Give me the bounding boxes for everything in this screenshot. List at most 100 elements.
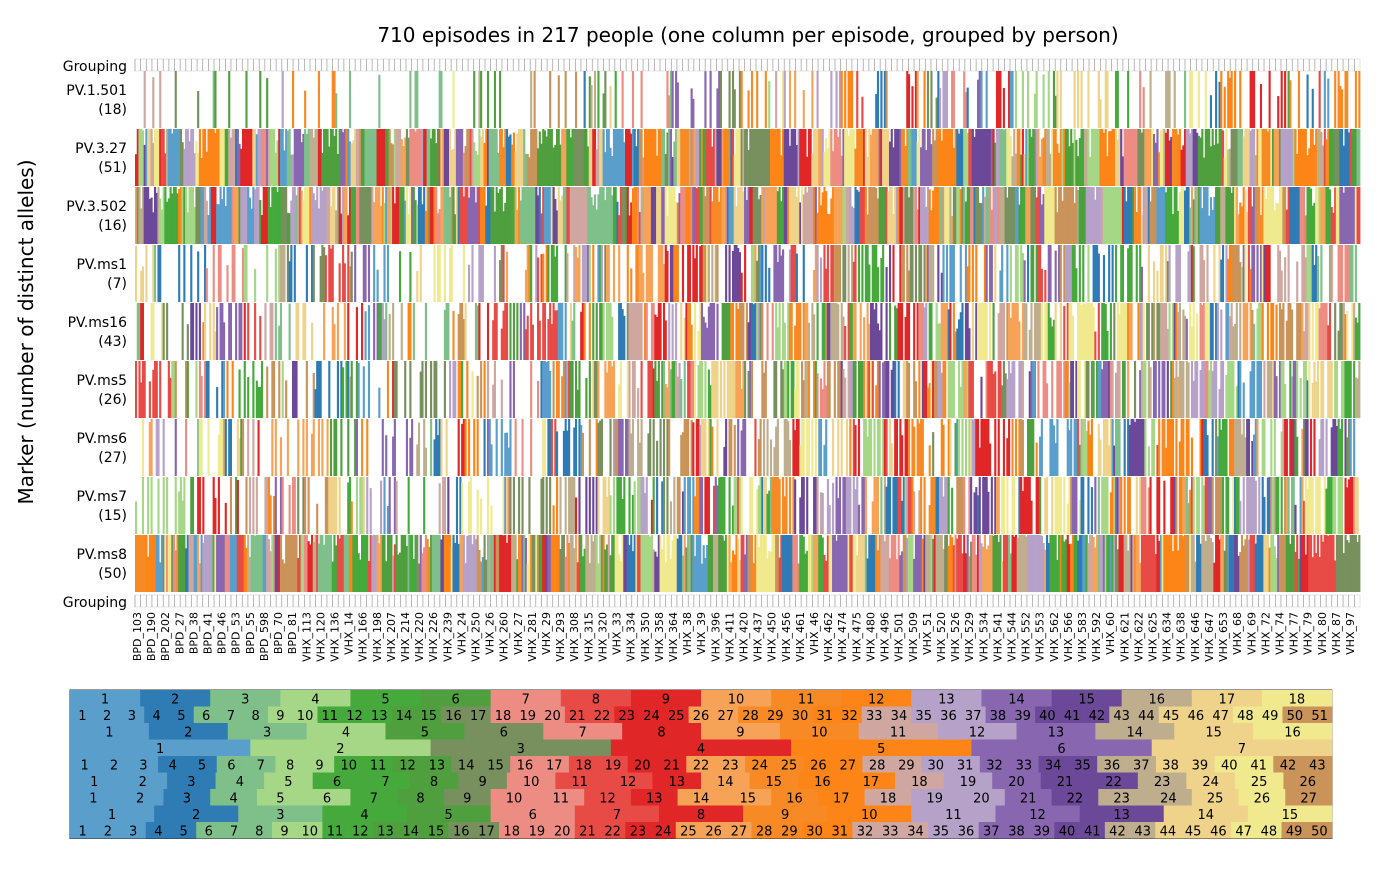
episode-cell <box>566 253 568 302</box>
episode-cell <box>898 361 900 418</box>
episode-cell <box>273 361 275 418</box>
episode-cell <box>484 361 486 418</box>
episode-cell <box>642 273 644 302</box>
episode-cell <box>590 85 592 128</box>
episode-cell <box>458 419 460 476</box>
episode-cell <box>553 505 555 534</box>
episode-cell <box>789 440 791 476</box>
episode-cell <box>1156 271 1158 302</box>
episode-cell <box>373 303 375 360</box>
episode-cell <box>891 443 893 476</box>
episode-cell <box>1106 71 1108 128</box>
episode-cell <box>1046 477 1048 534</box>
episode-cell <box>744 361 746 418</box>
x-tick-label: VHX_501 <box>893 612 906 662</box>
episode-cell <box>948 477 950 534</box>
x-tick-label: VHX_120 <box>314 612 327 662</box>
episode-cell <box>622 419 624 476</box>
episode-cell <box>306 419 308 476</box>
episode-cell <box>701 361 703 418</box>
episode-cell <box>461 483 463 534</box>
episode-cell <box>1341 477 1343 534</box>
episode-cell <box>684 477 686 534</box>
episode-cell <box>1196 361 1198 418</box>
episode-cell <box>1291 310 1293 360</box>
episode-cell <box>597 71 599 128</box>
episode-cell <box>351 501 353 534</box>
legend-swatch-label: 2 <box>171 693 179 708</box>
episode-cell <box>877 267 879 302</box>
episode-cell <box>1056 419 1058 476</box>
episode-cell <box>803 90 805 128</box>
episode-cell <box>585 477 587 534</box>
x-tick-label: VHX_77 <box>1288 612 1301 655</box>
episode-cell <box>901 303 903 360</box>
episode-cell <box>413 303 415 360</box>
episode-cell <box>1186 319 1188 360</box>
episode-cell <box>729 71 731 128</box>
episode-cell <box>908 363 910 418</box>
episode-cell <box>930 303 932 360</box>
episode-cell <box>361 303 363 360</box>
episode-cell <box>275 249 277 302</box>
episode-cell <box>744 245 746 302</box>
episode-cell <box>908 74 910 128</box>
episode-cell <box>366 477 368 534</box>
episode-cell <box>1150 71 1152 128</box>
episode-cell <box>313 245 315 302</box>
episode-cell <box>1001 245 1003 302</box>
episode-cell <box>1144 477 1146 534</box>
episode-cell <box>1198 477 1200 534</box>
episode-cell <box>993 303 995 360</box>
episode-cell <box>363 366 365 418</box>
episode-cell <box>1213 245 1215 302</box>
episode-cell <box>870 419 872 476</box>
episode-cell <box>682 245 684 302</box>
episode-cell <box>1263 497 1265 534</box>
episode-cell <box>1263 361 1265 418</box>
x-tick-label: VHX_166 <box>357 612 370 662</box>
episode-cell <box>465 419 467 476</box>
x-tick-label: VHX_51 <box>921 612 934 655</box>
episode-cell <box>615 71 617 128</box>
episode-cell <box>872 361 874 418</box>
episode-cell <box>680 303 682 360</box>
episode-cell <box>998 419 1000 476</box>
episode-cell <box>197 91 199 128</box>
episode-cell <box>1336 361 1338 418</box>
episode-cell <box>1163 481 1165 534</box>
episode-cell <box>1103 255 1105 302</box>
x-tick-label: VHX_80 <box>1316 612 1329 655</box>
x-tick-label: VHX_562 <box>1048 612 1061 662</box>
episode-cell <box>154 245 156 302</box>
episode-cell <box>425 303 427 360</box>
episode-cell <box>613 245 615 302</box>
episode-cell <box>1079 245 1081 302</box>
episode-cell <box>501 419 503 476</box>
episode-cell <box>561 303 563 360</box>
marker-allele-count: (18) <box>98 102 127 118</box>
episode-cell <box>1312 303 1314 360</box>
x-tick-label: BPD_27 <box>173 612 186 654</box>
episode-cell <box>220 245 222 302</box>
episode-cell <box>471 371 473 418</box>
legend-swatch-label: 7 <box>522 693 530 708</box>
episode-cell <box>634 481 636 534</box>
episode-cell <box>696 245 698 302</box>
episode-cell <box>539 321 541 360</box>
episode-cell <box>942 425 944 476</box>
episode-cell <box>283 245 285 302</box>
episode-cell <box>190 245 192 302</box>
episode-cell <box>589 245 591 302</box>
episode-cell <box>568 419 570 476</box>
episode-cell <box>623 477 625 534</box>
episode-cell <box>335 419 337 476</box>
episode-cell <box>347 419 349 476</box>
episode-cell <box>290 245 292 302</box>
episode-cell <box>829 361 831 418</box>
episode-cell <box>589 361 591 418</box>
episode-cell <box>385 435 387 476</box>
episode-cell <box>487 303 489 360</box>
episode-cell <box>163 303 165 360</box>
episode-cell <box>1136 245 1138 302</box>
